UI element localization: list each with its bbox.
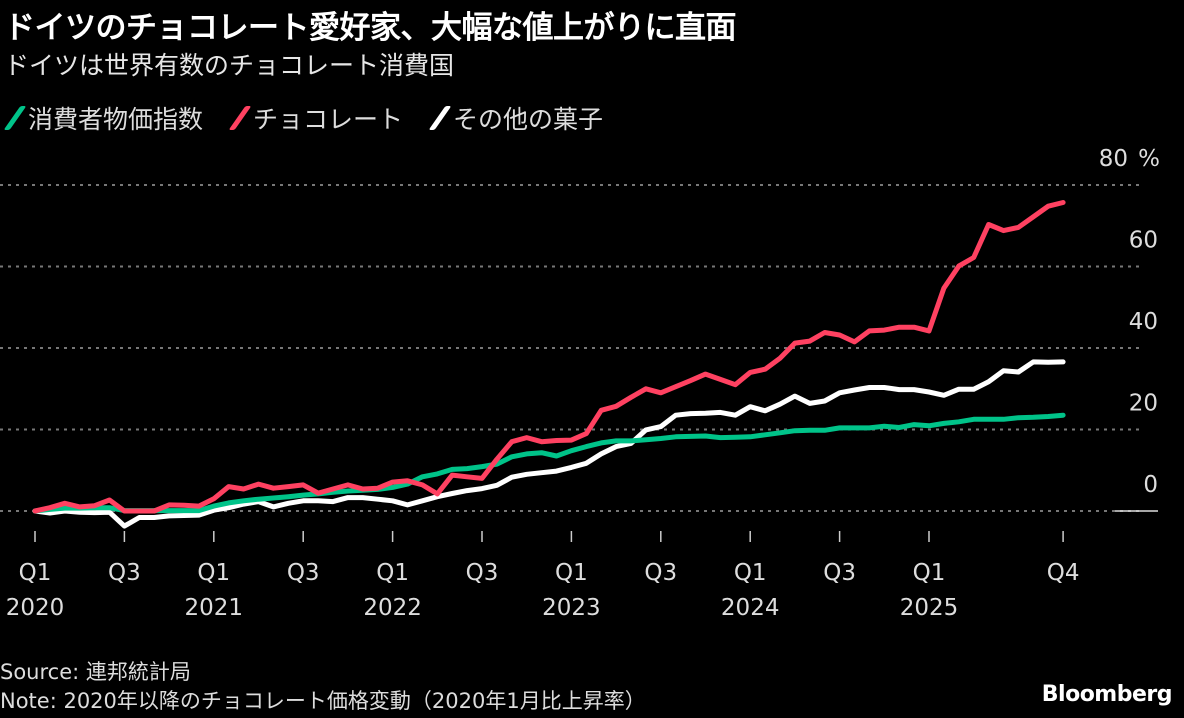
x-tick-label: Q3 [108,560,141,586]
x-tick-label: Q1 [197,560,230,586]
y-tick-label: 80 [1099,146,1128,172]
x-year-label: 2025 [900,595,959,621]
legend-item-chocolate: チョコレート [228,100,404,136]
y-tick-label: 40 [1129,309,1158,335]
x-tick-label: Q4 [1047,560,1080,586]
x-tick-label: Q1 [734,560,767,586]
x-year-label: 2023 [542,595,601,621]
legend-label-cpi: 消費者物価指数 [28,105,204,134]
y-unit-label: % [1138,146,1160,172]
series-line-other-sweets [32,359,1066,529]
bloomberg-logo: Bloomberg [1041,682,1173,707]
legend: 消費者物価指数 チョコレート その他の菓子 [3,100,604,136]
x-year-label: 2024 [721,595,780,621]
legend-label-chocolate: チョコレート [253,105,404,134]
x-tick-label: Q1 [376,560,409,586]
legend-item-cpi: 消費者物価指数 [3,100,204,136]
chart-title: ドイツのチョコレート愛好家、大幅な値上がりに直面 [4,10,737,46]
x-tick-label: Q1 [19,560,52,586]
series-line-cpi [32,412,1066,514]
footnote: Note: 2020年以降のチョコレート価格変動（2020年1月比上昇率） [0,689,646,713]
x-year-label: 2022 [363,595,422,621]
source-note: Source: 連邦統計局 [0,660,191,684]
series-line-chocolate [32,200,1066,514]
chart-subtitle: ドイツは世界有数のチョコレート消費国 [4,51,455,80]
x-year-label: 2020 [6,595,65,621]
x-tick-label: Q1 [913,560,946,586]
x-year-label: 2021 [185,595,244,621]
x-tick-label: Q3 [287,560,320,586]
legend-item-other-sweets: その他の菓子 [428,100,604,136]
legend-label-other-sweets: その他の菓子 [453,105,604,134]
y-tick-label: 20 [1129,391,1158,417]
y-tick-label: 60 [1129,228,1158,254]
x-tick-label: Q1 [555,560,588,586]
x-tick-label: Q3 [644,560,677,586]
x-tick-label: Q3 [466,560,499,586]
x-tick-label: Q3 [823,560,856,586]
y-tick-label: 0 [1143,472,1158,498]
